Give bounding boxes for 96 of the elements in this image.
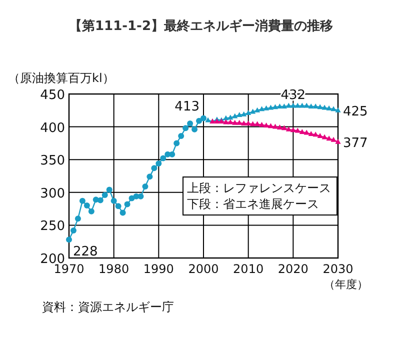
- y-tick-label: 400: [40, 120, 65, 136]
- point: [326, 105, 332, 110]
- point: [200, 115, 206, 122]
- point: [299, 102, 305, 108]
- point: [160, 155, 166, 162]
- text: 資料：資源エネルギー庁: [42, 300, 174, 314]
- chart-title: 【第111-1-2】最終エネルギー消費量の推移: [68, 18, 334, 34]
- x-tick-label: 2000: [188, 262, 219, 276]
- point: [312, 103, 318, 108]
- point: [268, 123, 274, 128]
- point: [272, 104, 278, 110]
- point: [258, 122, 265, 127]
- annotation: 377: [343, 136, 368, 151]
- x-axis-title: （年度）: [324, 278, 368, 291]
- point: [286, 126, 292, 132]
- x-tick-label: 1980: [98, 262, 130, 276]
- point: [138, 193, 144, 200]
- annotation: 425: [343, 104, 368, 120]
- point: [228, 119, 234, 124]
- point: [268, 104, 274, 110]
- point: [156, 160, 162, 167]
- y-tick-label: 350: [40, 154, 65, 169]
- point: [228, 114, 234, 120]
- y-tick-label: 300: [40, 186, 65, 202]
- point: [330, 106, 336, 112]
- x-tick-label: 2030: [322, 262, 354, 276]
- point: [192, 126, 198, 132]
- point: [254, 121, 260, 126]
- point: [335, 138, 341, 144]
- point: [290, 102, 296, 108]
- point: [151, 165, 158, 172]
- point: [304, 130, 310, 135]
- point: [66, 236, 72, 243]
- point: [335, 107, 341, 112]
- y-axis-title: （原油換算百万kl）: [8, 71, 114, 85]
- point: [232, 113, 238, 118]
- point: [263, 105, 270, 110]
- point: [174, 140, 180, 146]
- point: [294, 128, 300, 133]
- point: [299, 129, 305, 134]
- point: [169, 151, 176, 158]
- annotation: 413: [174, 99, 200, 114]
- point: [196, 118, 202, 124]
- x-tick-label: 2020: [278, 262, 308, 276]
- point: [290, 127, 296, 132]
- point: [281, 125, 287, 130]
- point: [317, 104, 323, 110]
- point: [286, 102, 292, 108]
- point: [223, 115, 229, 120]
- point: [178, 132, 184, 139]
- point: [272, 124, 278, 129]
- point: [74, 216, 81, 222]
- annotation: 228: [73, 244, 98, 260]
- point: [110, 198, 117, 204]
- point: [236, 112, 242, 117]
- point: [326, 136, 332, 141]
- annotation: 上段：レファレンスケース: [187, 181, 331, 195]
- point: [102, 192, 108, 198]
- point: [115, 203, 122, 210]
- point: [246, 110, 252, 116]
- point: [308, 103, 314, 108]
- point: [258, 106, 265, 112]
- point: [322, 104, 328, 110]
- point: [70, 227, 76, 234]
- point: [317, 132, 323, 138]
- point: [294, 102, 300, 108]
- x-tick-label: 2010: [233, 262, 264, 276]
- point: [254, 107, 260, 112]
- point: [146, 174, 153, 180]
- point: [120, 210, 126, 216]
- point: [276, 124, 283, 130]
- point: [304, 102, 310, 108]
- point: [79, 198, 86, 204]
- point: [241, 111, 247, 116]
- x-tick-label: 1990: [143, 262, 174, 276]
- point: [263, 122, 270, 128]
- point: [88, 208, 94, 214]
- point: [106, 186, 112, 193]
- y-tick-label: 250: [40, 219, 65, 234]
- point: [308, 131, 314, 136]
- annotation: 下段：省エネ進展ケース: [187, 197, 319, 211]
- point: [330, 136, 336, 142]
- point: [205, 117, 211, 122]
- point: [236, 120, 242, 125]
- point: [84, 202, 90, 209]
- point: [182, 125, 189, 132]
- point: [97, 197, 104, 204]
- point: [322, 134, 328, 140]
- y-tick-label: 450: [40, 88, 65, 103]
- point: [312, 132, 318, 137]
- point: [187, 120, 194, 127]
- point: [142, 183, 148, 190]
- point: [124, 201, 130, 208]
- point: [232, 120, 238, 125]
- point: [246, 120, 252, 126]
- point: [250, 121, 256, 126]
